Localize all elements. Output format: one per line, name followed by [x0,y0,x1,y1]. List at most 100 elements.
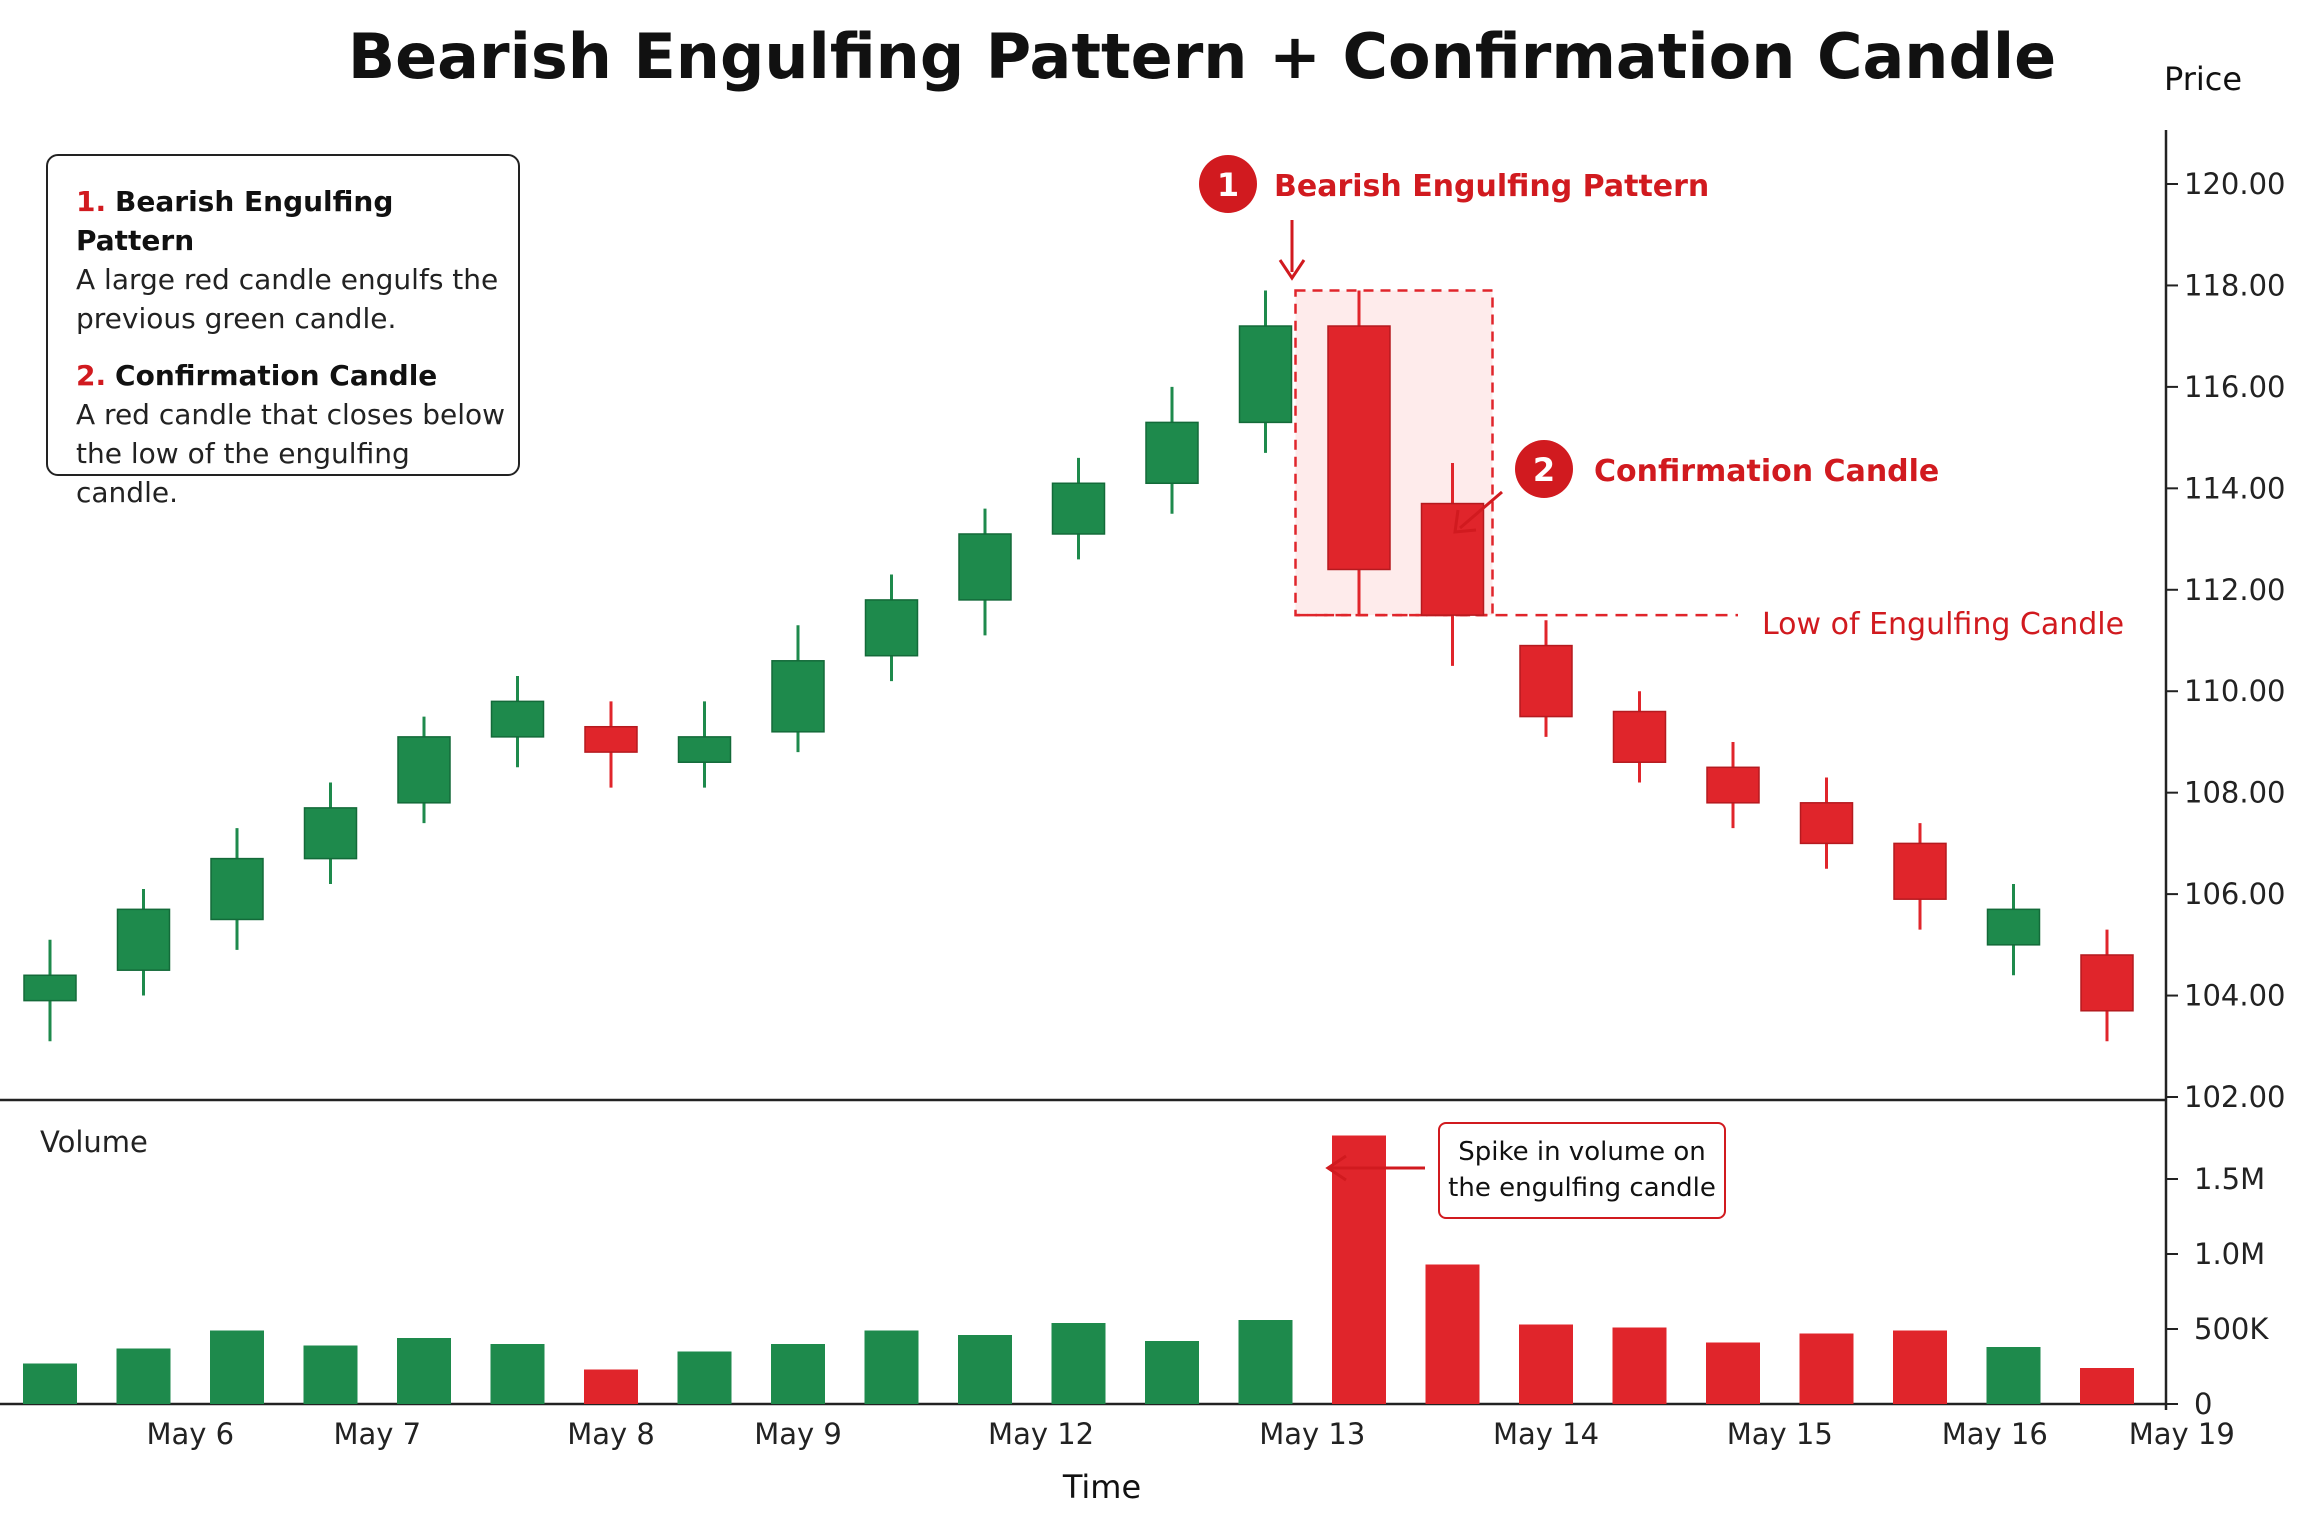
confirmation-marker-number: 2 [1533,451,1555,489]
confirmation-annotation-label: Confirmation Candle [1594,454,1939,489]
candle-body-down [584,725,638,753]
x-tick-label: May 8 [567,1417,655,1451]
volume-bar-up [1145,1341,1199,1404]
candle-body-down [1519,644,1573,718]
volume-bar-up [771,1344,825,1404]
volume-bar-down [1612,1327,1667,1404]
volume-panel-label: Volume [40,1125,148,1159]
volume-bar-up [1986,1347,2041,1404]
candle-body-up [1051,482,1106,535]
volume-bar-down [584,1369,638,1404]
candle-body-up [116,908,171,971]
price-axis-title: Price [2164,60,2242,98]
x-tick-labels: May 6 May 7 May 8 May 9 May 12 May 13 May 14 Ma… [146,1417,2234,1451]
volume-bar-down [2080,1368,2134,1404]
volume-bar-down [1799,1333,1854,1404]
price-tick-label: 110.00 [2184,674,2285,708]
legend-item1-line1: A large red candle engulfs the [76,263,499,296]
candle-body-down [1612,710,1667,763]
volume-tick-label: 1.0M [2194,1237,2265,1271]
volume-bar-down [1425,1264,1480,1404]
candle-body-up [1238,325,1293,424]
price-tick-label: 108.00 [2184,776,2285,810]
candle-body-down [1327,325,1391,571]
x-tick-label: May 14 [1493,1417,1599,1451]
price-tick-label: 112.00 [2184,573,2285,607]
candle-body-up [1145,421,1199,485]
chart-title: Bearish Engulfing Pattern + Confirmation… [348,20,2056,93]
volume-bar-up [397,1338,451,1404]
candle-body-up [210,857,264,921]
volume-bars [23,1135,2134,1404]
spike-callout-line2: the engulfing candle [1448,1173,1716,1203]
candle-body-down [1706,766,1760,804]
candles [23,290,2134,1042]
volume-bar-down [1706,1342,1760,1404]
volume-bar-up [490,1344,545,1404]
candle-body-up [864,599,919,657]
volume-bar-down [1332,1135,1386,1404]
candle-body-up [1986,908,2041,946]
candle-body-up [490,700,545,738]
volume-tick-label: 500K [2194,1312,2269,1346]
candle-body-up [397,736,451,804]
volume-bar-up [958,1335,1012,1404]
volume-bar-down [1893,1330,1947,1404]
legend-box: 1. Bearish Engulfing Pattern A large red… [46,154,520,509]
confirmation-arrow [1453,490,1503,534]
volume-spike-callout: Spike in volume on the engulfing candle [1438,1122,1726,1219]
candle-body-down [1893,842,1947,900]
candle-body-up [771,660,825,733]
legend-item1-number: 1. [76,185,107,218]
volume-bar-down [1519,1324,1573,1404]
volume-bar-up [677,1351,732,1404]
volume-bar-up [210,1330,264,1404]
volume-tick-label: 1.5M [2194,1162,2265,1196]
engulfing-arrow [1278,220,1306,281]
price-tick-label: 116.00 [2184,370,2285,404]
price-tick-label: 120.00 [2184,167,2285,201]
legend-item-confirmation: 2. Confirmation Candle [76,356,518,395]
candle-body-up [958,533,1012,601]
volume-bar-up [23,1363,77,1404]
x-tick-label: May 13 [1259,1417,1365,1451]
volume-bar-up [1238,1320,1293,1404]
x-tick-label: May 15 [1727,1417,1833,1451]
price-tick-label: 118.00 [2184,268,2285,302]
price-ticks: 102.00 104.00 106.00 108.00 110.00 112.00 114.… [2166,167,2285,1114]
x-tick-label: May 16 [1942,1417,2048,1451]
legend-item2-line1: A red candle that closes below [76,398,506,431]
volume-ticks: 0 500K 1.0M 1.5M [2166,1162,2269,1421]
volume-bar-up [864,1330,919,1404]
time-axis-title: Time [1062,1468,1141,1506]
low-line-label: Low of Engulfing Candle [1762,607,2124,642]
price-tick-label: 102.00 [2184,1080,2285,1114]
volume-spike-arrow [1325,1154,1425,1182]
x-tick-label: May 7 [333,1417,421,1451]
candle-body-up [677,736,732,763]
engulfing-annotation-label: Bearish Engulfing Pattern [1274,169,1709,204]
legend-item2-number: 2. [76,359,107,392]
volume-bar-up [303,1345,358,1404]
legend-item1-line2: previous green candle. [76,302,397,335]
legend-item1-heading: Bearish Engulfing Pattern [76,185,394,257]
candle-body-up [303,807,358,860]
volume-bar-up [116,1348,171,1404]
candle-body-down [2080,954,2134,1012]
x-tick-label: May 19 [2129,1417,2235,1451]
x-tick-label: May 12 [988,1417,1094,1451]
legend-item2-heading: Confirmation Candle [115,359,438,392]
engulfing-marker-number: 1 [1217,166,1239,204]
legend-item2-line2: the low of the engulfing candle. [76,437,410,509]
x-tick-label: May 9 [754,1417,842,1451]
engulfing-marker-circle [1199,155,1257,213]
volume-tick-label: 0 [2194,1387,2212,1421]
volume-bar-up [1051,1323,1106,1404]
price-tick-label: 106.00 [2184,877,2285,911]
x-tick-label: May 6 [146,1417,234,1451]
legend-item-engulfing: 1. Bearish Engulfing Pattern [76,182,518,260]
candle-body-down [1799,802,1854,845]
price-tick-label: 104.00 [2184,979,2285,1013]
spike-callout-line1: Spike in volume on [1458,1137,1706,1167]
